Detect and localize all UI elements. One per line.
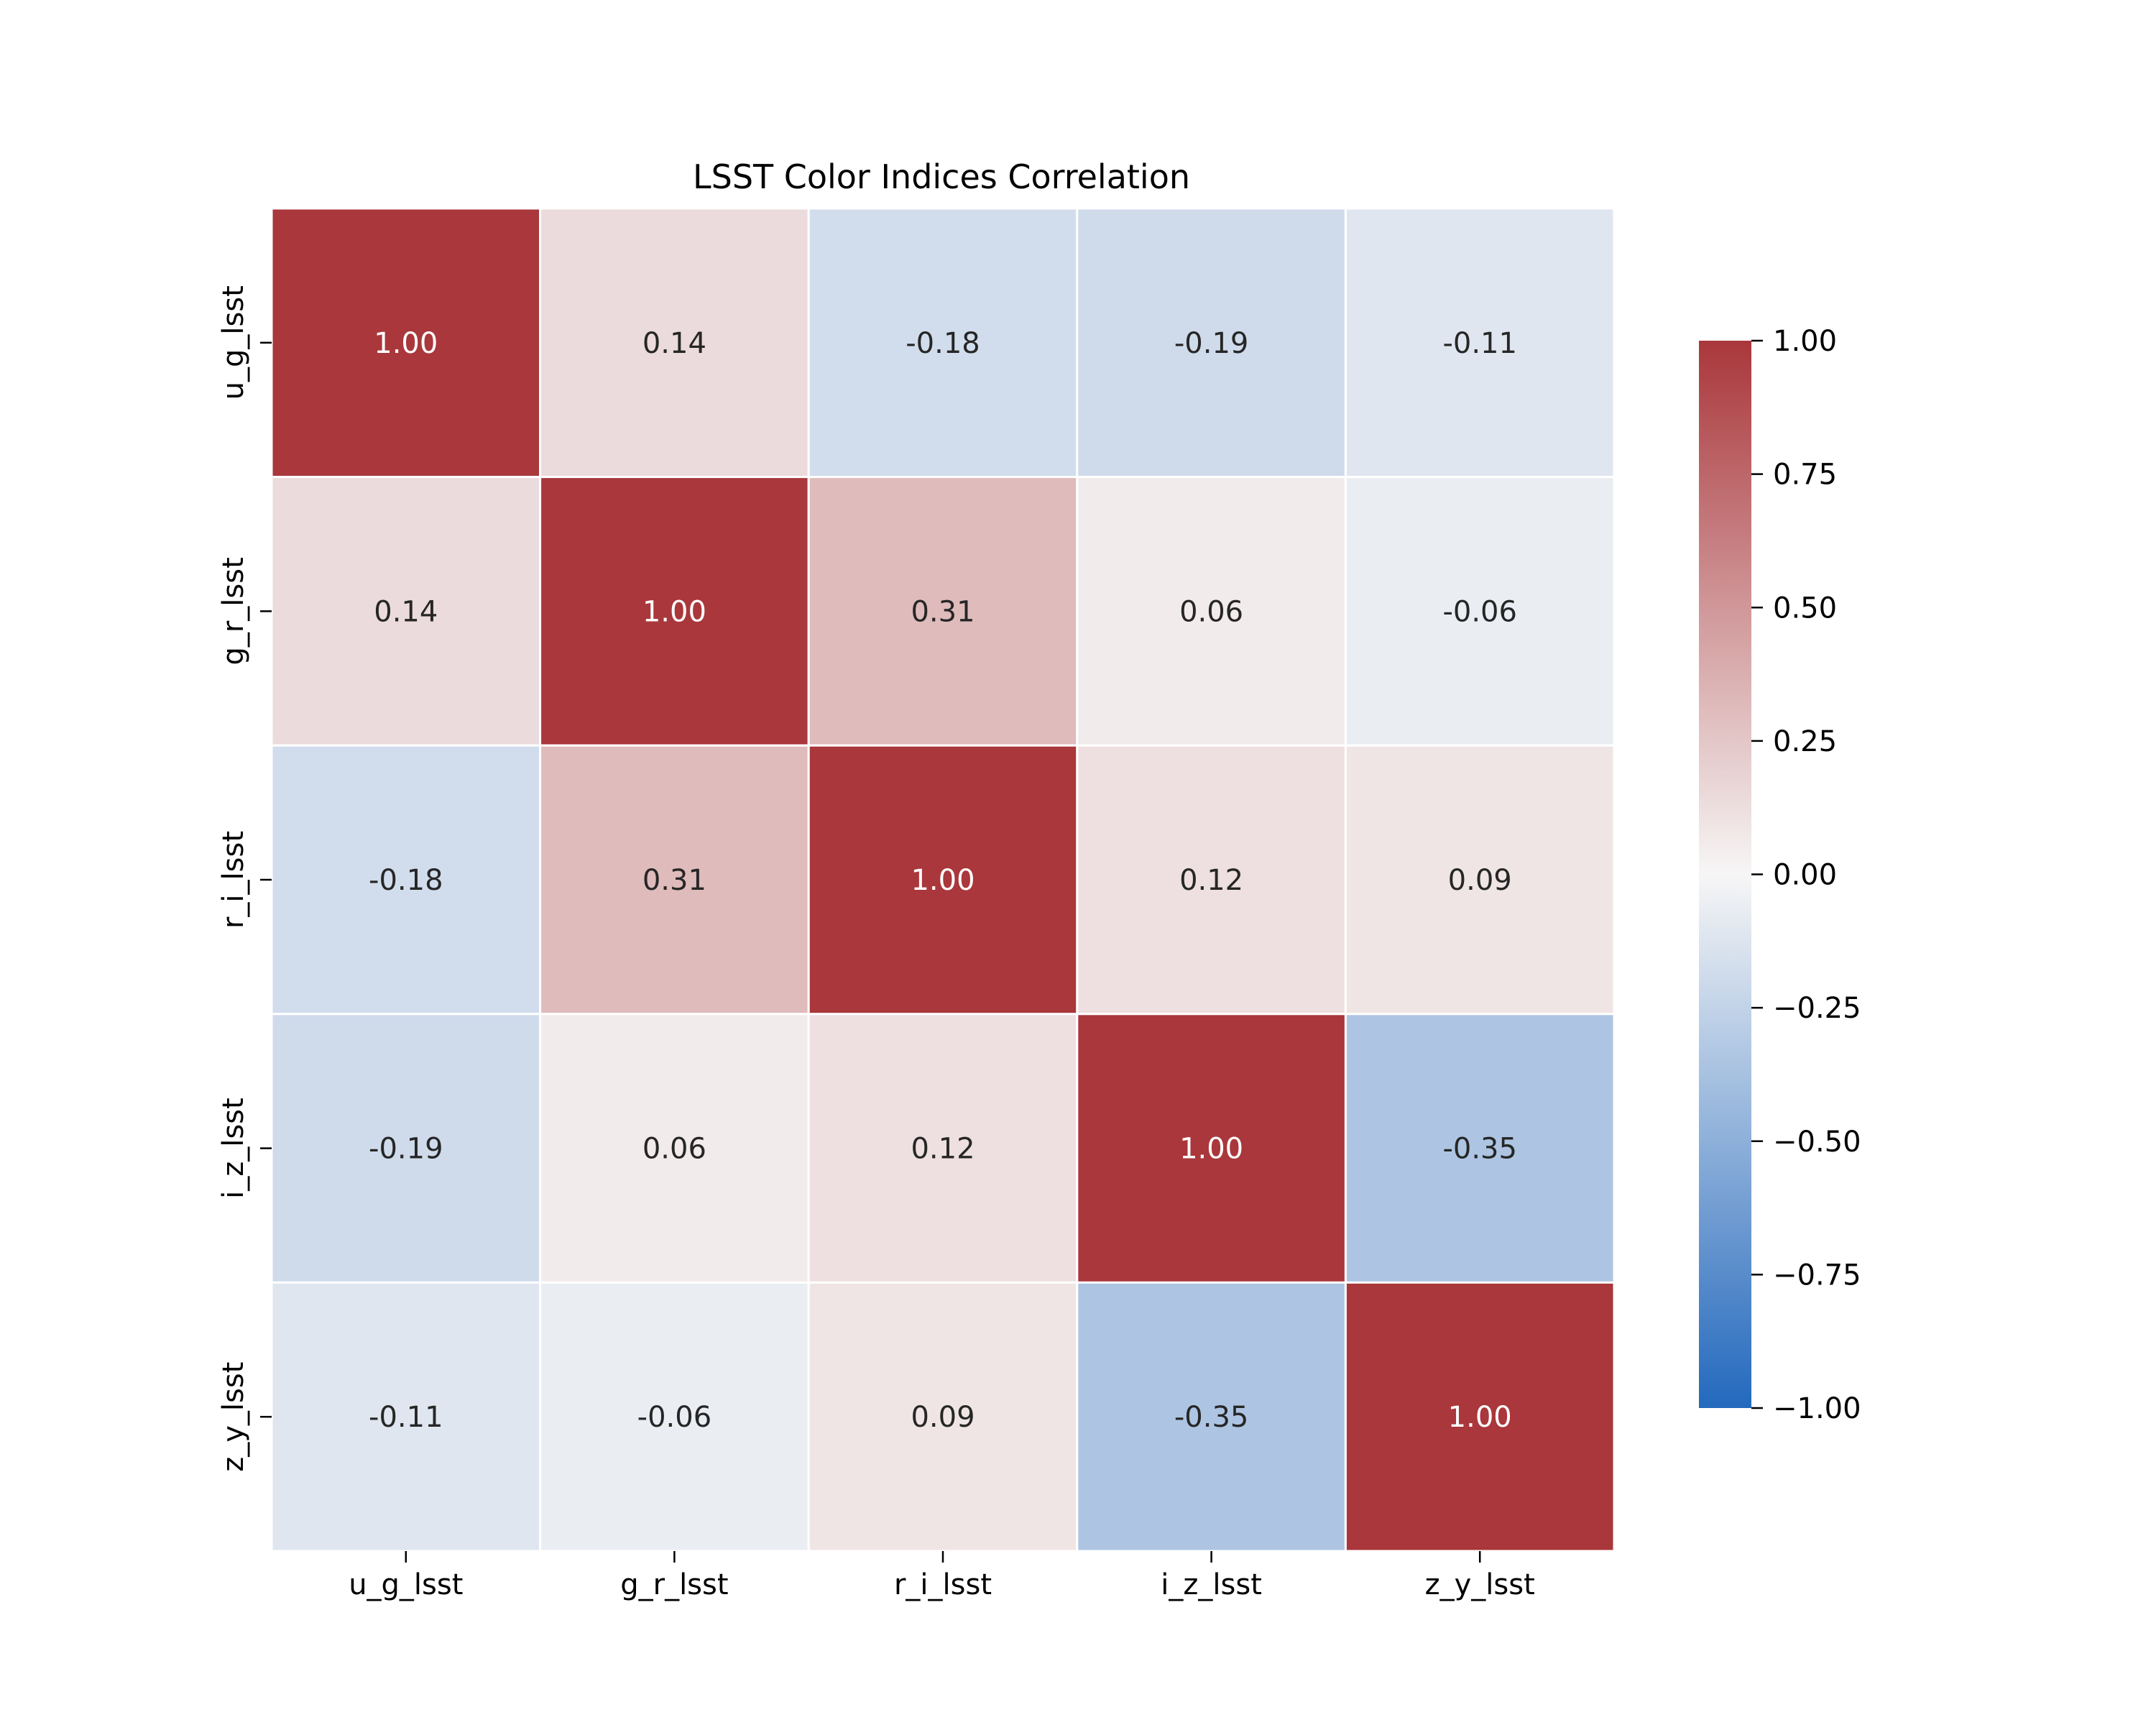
cell-value-label: 1.00: [642, 595, 706, 628]
y-axis: u_g_lsst g_r_lsst r_i_lsst i_z_lsst z_y_lsst: [217, 285, 272, 1472]
cell-value-label: 1.00: [374, 327, 438, 360]
colorbar-tick-label: 0.50: [1773, 592, 1837, 625]
colorbar: 1.00 0.75 0.50 0.25 0.00 −0.25 −0.50 −0.75 −1.00: [1699, 325, 1861, 1425]
x-tick-label: u_g_lsst: [349, 1568, 463, 1601]
heatmap-cell: [539, 744, 810, 1016]
cell-value-label: 0.09: [1448, 864, 1512, 897]
y-tick-label: u_g_lsst: [217, 285, 250, 400]
cell-value-label: -0.18: [906, 327, 980, 360]
cell-value-label: 0.12: [1179, 864, 1243, 897]
cell-value-label: 0.12: [911, 1133, 975, 1166]
cell-value-label: -0.35: [1442, 1133, 1517, 1166]
y-tick-label: i_z_lsst: [217, 1098, 250, 1199]
heatmap-cell: [807, 1281, 1079, 1552]
x-tick-label: r_i_lsst: [894, 1568, 992, 1601]
x-tick-label: g_r_lsst: [620, 1568, 728, 1601]
cell-value-label: -0.11: [369, 1401, 443, 1434]
cell-value-label: -0.06: [1442, 595, 1517, 628]
cell-value-label: -0.18: [369, 864, 443, 897]
cell-value-label: 1.00: [1179, 1133, 1243, 1166]
x-tick-label: i_z_lsst: [1161, 1568, 1262, 1601]
heatmap-cell: [1344, 1013, 1616, 1284]
cell-value-label: -0.19: [1174, 327, 1249, 360]
heatmap-cell: [1344, 207, 1616, 479]
cell-value-label: 0.31: [642, 864, 706, 897]
colorbar-tick-label: 0.75: [1773, 459, 1837, 492]
cell-value-label: 1.00: [911, 864, 975, 897]
colorbar-tick-label: −1.00: [1773, 1392, 1861, 1425]
heatmap-cell: [1344, 1281, 1616, 1552]
heatmap-cell: [539, 1013, 810, 1284]
heatmap-cell: [807, 1013, 1079, 1284]
cell-value-label: 0.14: [642, 327, 706, 360]
colorbar-tick-label: 0.25: [1773, 725, 1837, 758]
heatmap-cell: [270, 207, 542, 479]
heatmap-cell: [1076, 1013, 1347, 1284]
heatmap-cell: [807, 476, 1079, 747]
cell-value-label: 0.14: [374, 595, 438, 628]
cell-value-label: 0.31: [911, 595, 975, 628]
cell-value-label: 1.00: [1448, 1401, 1512, 1434]
colorbar-tick-label: −0.50: [1773, 1126, 1861, 1159]
heatmap-cell: [539, 207, 810, 479]
cell-value-label: 0.06: [1179, 595, 1243, 628]
heatmap-cells: 1.00 0.14 -0.18 -0.19 -0.11 0.14 1.00 0.31 0.06 -…: [270, 207, 1616, 1552]
heatmap-cell: [1344, 476, 1616, 747]
y-tick-label: z_y_lsst: [217, 1362, 250, 1472]
x-tick-label: z_y_lsst: [1425, 1568, 1535, 1601]
cell-value-label: -0.11: [1442, 327, 1517, 360]
chart-title: LSST Color Indices Correlation: [693, 157, 1190, 196]
heatmap-cell: [270, 476, 542, 747]
x-axis: u_g_lsst g_r_lsst r_i_lsst i_z_lsst z_y_lsst: [349, 1551, 1535, 1601]
colorbar-gradient: [1699, 341, 1751, 1408]
colorbar-tick-label: −0.25: [1773, 992, 1861, 1025]
heatmap-cell: [1344, 744, 1616, 1016]
colorbar-tick-label: 0.00: [1773, 859, 1837, 892]
heatmap-cell: [1076, 207, 1347, 479]
heatmap-cell: [1076, 744, 1347, 1016]
cell-value-label: -0.35: [1174, 1401, 1249, 1434]
heatmap-cell: [807, 207, 1079, 479]
colorbar-tick-label: −0.75: [1773, 1259, 1861, 1292]
heatmap-cell: [270, 1281, 542, 1552]
cell-value-label: -0.19: [369, 1133, 443, 1166]
y-tick-label: g_r_lsst: [217, 557, 250, 665]
y-tick-label: r_i_lsst: [217, 831, 250, 929]
cell-value-label: 0.06: [642, 1133, 706, 1166]
colorbar-tick-label: 1.00: [1773, 325, 1837, 358]
heatmap-cell: [539, 1281, 810, 1552]
cell-value-label: 0.09: [911, 1401, 975, 1434]
heatmap-cell: [807, 744, 1079, 1016]
cell-value-label: -0.06: [637, 1401, 712, 1434]
